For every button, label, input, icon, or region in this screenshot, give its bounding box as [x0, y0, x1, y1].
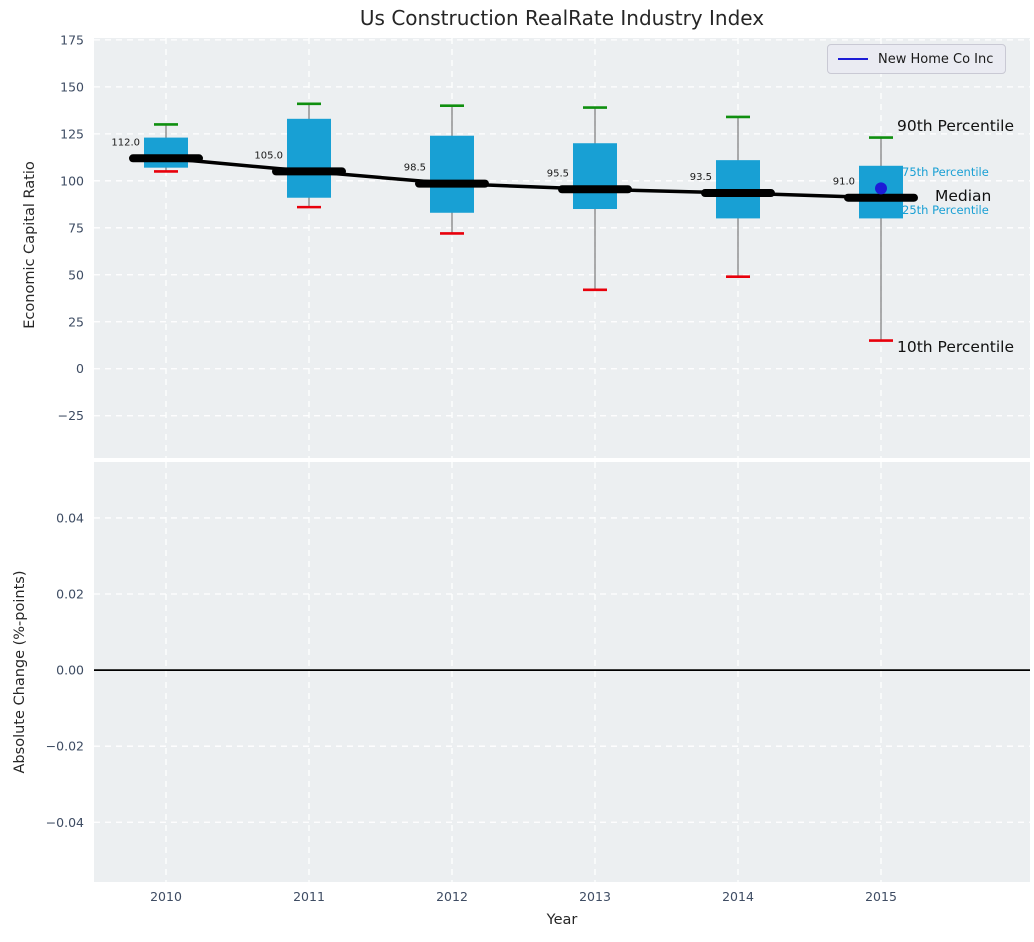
chart-title: Us Construction RealRate Industry Index — [359, 6, 765, 30]
bottom-panel-background — [94, 462, 1030, 882]
y-tick-label: 0.02 — [56, 587, 84, 602]
annotation-25th-percentile: 25th Percentile — [902, 203, 989, 218]
y-axis-label-top: Economic Capital Ratio — [22, 161, 38, 329]
median-value-label: 93.5 — [690, 172, 712, 183]
annotation-75th-percentile: 75th Percentile — [902, 164, 989, 179]
x-axis-label: Year — [546, 912, 578, 928]
x-tick-label: 2013 — [579, 889, 611, 904]
x-tick-label: 2010 — [150, 889, 182, 904]
y-tick-label: 125 — [60, 126, 84, 141]
annotation-10th-percentile: 10th Percentile — [897, 337, 1015, 356]
iqr-box — [573, 143, 617, 210]
y-tick-label: 150 — [60, 79, 84, 94]
company-marker — [875, 182, 887, 195]
y-tick-label: −25 — [58, 408, 84, 423]
iqr-box — [144, 137, 188, 168]
y-tick-label: 25 — [68, 314, 84, 329]
annotation-90th-percentile: 90th Percentile — [897, 116, 1015, 135]
x-tick-label: 2012 — [436, 889, 468, 904]
x-tick-label: 2011 — [293, 889, 325, 904]
median-value-label: 98.5 — [404, 163, 426, 174]
y-tick-label: 0.04 — [56, 510, 84, 525]
y-tick-label: 75 — [68, 220, 84, 235]
x-tick-label: 2015 — [865, 889, 897, 904]
iqr-box — [430, 135, 474, 213]
iqr-box — [287, 118, 331, 198]
y-tick-label: −0.04 — [46, 815, 84, 830]
median-value-label: 91.0 — [833, 177, 855, 188]
median-value-label: 105.0 — [254, 150, 283, 161]
median-value-label: 112.0 — [111, 137, 140, 148]
y-tick-label: 100 — [60, 173, 84, 188]
x-tick-label: 2014 — [722, 889, 754, 904]
median-value-label: 95.5 — [547, 168, 569, 179]
y-tick-label: 175 — [60, 32, 84, 47]
y-axis-label-bottom: Absolute Change (%-points) — [12, 570, 28, 774]
y-tick-label: 0 — [76, 361, 84, 376]
annotation-median: Median — [935, 186, 992, 205]
legend-label: New Home Co Inc — [878, 51, 994, 67]
top-panel-background — [94, 38, 1030, 458]
legend-line-swatch — [838, 58, 868, 60]
y-tick-label: −0.02 — [46, 739, 84, 754]
y-tick-label: 0.00 — [56, 663, 84, 678]
legend: New Home Co Inc — [827, 44, 1007, 74]
y-tick-label: 50 — [68, 267, 84, 282]
